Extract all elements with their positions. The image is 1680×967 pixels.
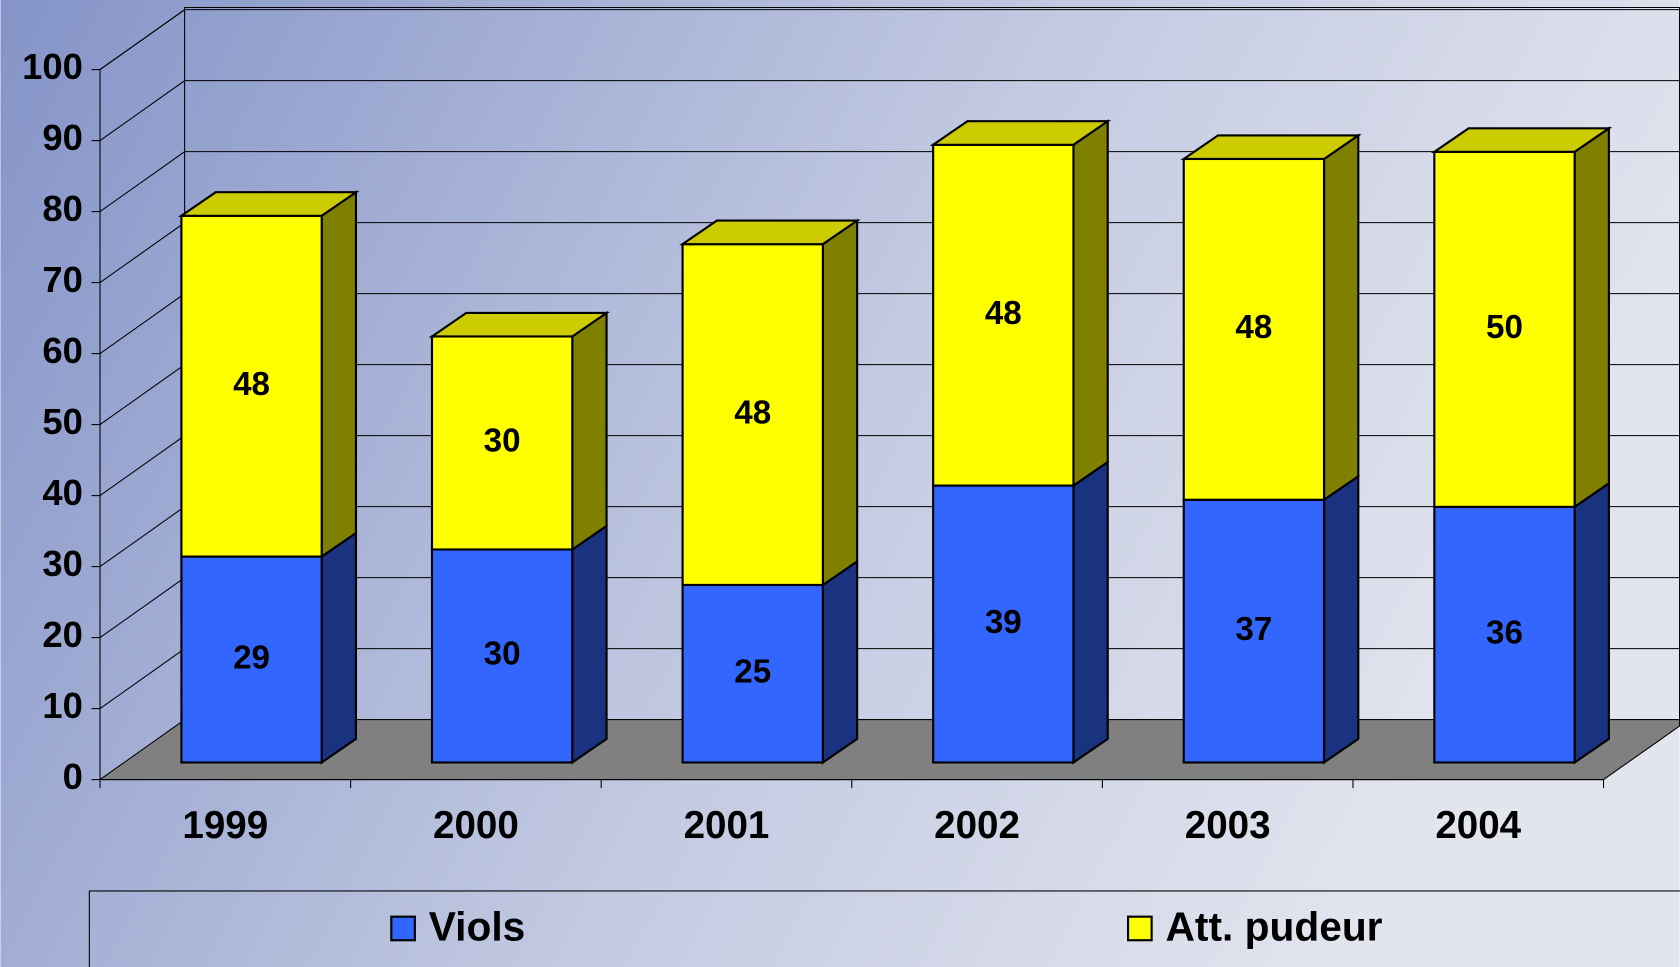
bar	[430, 335, 574, 551]
value-label: 25	[734, 653, 771, 690]
bar-side	[571, 310, 608, 552]
bar	[1182, 157, 1326, 501]
bar-side	[571, 523, 608, 765]
grid-line	[99, 9, 1680, 71]
bar-top	[428, 311, 610, 338]
legend-box	[88, 890, 1680, 967]
grid-line	[99, 151, 1680, 213]
legend-label: Att. pudeur	[1166, 903, 1383, 949]
bar	[932, 484, 1075, 764]
y-tick-label: 80	[42, 188, 82, 229]
bar-side	[1072, 119, 1109, 488]
grid-line	[99, 80, 1680, 142]
value-label: 48	[233, 366, 270, 403]
y-tick-label: 40	[42, 472, 82, 513]
bar-top	[929, 120, 1112, 146]
x-tick-label: 2003	[1185, 804, 1271, 847]
value-label: 48	[734, 394, 771, 431]
y-tick-label: 10	[42, 685, 82, 726]
bar-top	[679, 219, 861, 246]
value-label: 30	[484, 636, 521, 673]
bar-side	[821, 559, 859, 765]
bar-top	[1430, 127, 1613, 153]
value-label: 48	[1235, 309, 1272, 346]
value-label: 37	[1235, 611, 1272, 648]
value-label: 29	[233, 639, 270, 676]
y-tick-label: 0	[63, 756, 83, 797]
bar	[932, 143, 1075, 487]
y-tick-label: 90	[42, 117, 82, 158]
bar-side	[320, 190, 358, 559]
bar-side	[1322, 474, 1360, 765]
y-tick-label: 100	[22, 46, 83, 87]
x-tick-label: 2000	[433, 804, 519, 847]
x-tick-label: 2004	[1435, 804, 1521, 847]
bar	[1182, 498, 1326, 764]
bar-side	[1322, 133, 1360, 502]
bar-side	[320, 530, 358, 765]
x-tick-label: 1999	[182, 804, 268, 847]
x-tick-label: 2001	[684, 804, 770, 847]
bar	[1433, 505, 1576, 764]
bar-side	[1573, 481, 1610, 765]
legend-swatch	[1126, 915, 1153, 942]
value-label: 30	[484, 423, 521, 460]
bar	[180, 214, 323, 558]
y-tick-label: 20	[42, 614, 82, 655]
value-label: 48	[985, 295, 1022, 332]
bar	[681, 243, 824, 587]
y-tick-label: 60	[42, 330, 82, 371]
bar	[180, 555, 323, 764]
legend-swatch	[390, 915, 416, 942]
bar	[430, 548, 574, 764]
bar-side	[1573, 126, 1610, 509]
legend-label: Viols	[429, 903, 526, 949]
bar-side	[1072, 459, 1109, 765]
bar-top	[1180, 134, 1362, 161]
y-tick-label: 50	[42, 401, 82, 442]
y-tick-label: 70	[42, 259, 82, 300]
value-label: 50	[1486, 309, 1523, 346]
bar	[1433, 150, 1576, 508]
y-tick-label: 30	[42, 543, 82, 584]
bar-side	[821, 218, 859, 588]
value-label: 39	[985, 604, 1022, 641]
bar-top	[177, 191, 360, 217]
value-label: 36	[1486, 614, 1523, 651]
x-tick-label: 2002	[934, 804, 1020, 847]
